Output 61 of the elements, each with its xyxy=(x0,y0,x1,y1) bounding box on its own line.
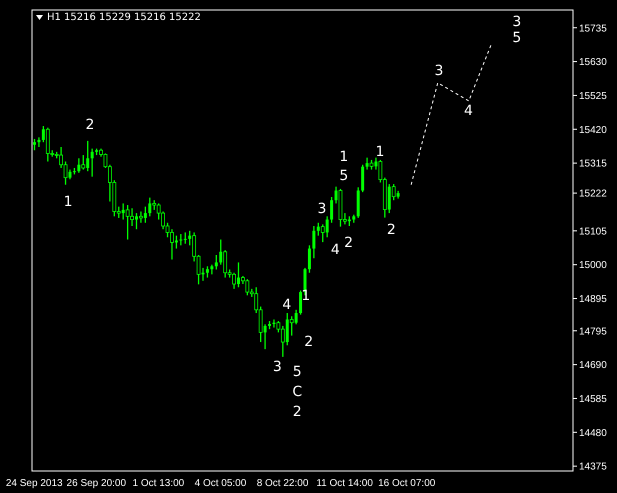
annotation: 2 xyxy=(303,333,314,351)
annotation: 2 xyxy=(386,221,397,239)
annotation: 5 xyxy=(292,363,303,381)
y-tick-label: 15000 xyxy=(579,260,608,272)
y-tick-label: 14795 xyxy=(579,326,608,338)
x-tick-label: 1 Oct 13:00 xyxy=(132,478,185,490)
annotation: 2 xyxy=(292,403,303,421)
y-tick-label: 15525 xyxy=(579,90,608,102)
y-tick-label: 15222 xyxy=(579,188,608,200)
x-tick-label: 8 Oct 22:00 xyxy=(256,478,309,490)
annotation: C xyxy=(291,383,304,401)
candlestick xyxy=(81,154,86,170)
candlestick xyxy=(370,159,374,170)
annotation: 4 xyxy=(462,102,474,120)
annotation: 3 xyxy=(316,200,328,218)
y-tick-label: 14480 xyxy=(579,428,608,439)
candlestick xyxy=(361,164,364,193)
annotation: 4 xyxy=(330,241,341,259)
annotation: 1 xyxy=(62,193,74,211)
annotation: 5 xyxy=(338,167,350,185)
candlestick xyxy=(152,200,156,211)
candlestick xyxy=(126,204,130,240)
annotation: 2 xyxy=(84,116,96,134)
annotation: 3 xyxy=(433,62,444,80)
x-tick-label: 11 Oct 14:00 xyxy=(316,478,374,490)
candlestick xyxy=(184,232,187,244)
y-tick-label: 14375 xyxy=(579,462,608,473)
y-tick-label: 15735 xyxy=(579,23,608,34)
chart-title: H1 15216 15229 15216 15222 xyxy=(47,12,201,23)
x-tick-label: 4 Oct 05:00 xyxy=(194,478,247,490)
candlestick xyxy=(308,244,311,274)
candlestick xyxy=(223,250,228,278)
y-tick-label: 15105 xyxy=(579,226,608,238)
candlestick xyxy=(33,138,36,151)
annotation: 2 xyxy=(343,234,354,252)
annotation: 3 xyxy=(511,13,522,31)
y-tick-label: 15315 xyxy=(579,158,608,170)
annotation: 5 xyxy=(511,29,522,47)
candlestick xyxy=(206,266,209,278)
y-tick-label: 14690 xyxy=(579,360,608,372)
candlestick xyxy=(245,278,250,296)
annotation: 1 xyxy=(300,287,312,305)
y-tick-label: 14585 xyxy=(579,394,608,406)
candlestick xyxy=(312,225,316,259)
y-tick-label: 14895 xyxy=(579,294,608,306)
annotation: 4 xyxy=(281,296,292,314)
annotation: 1 xyxy=(338,148,350,166)
line-series xyxy=(410,44,492,186)
annotation: 3 xyxy=(272,358,283,376)
y-tick-label: 15420 xyxy=(579,124,608,136)
candlestick xyxy=(320,224,325,243)
candlestick xyxy=(299,290,302,316)
candlestick xyxy=(330,196,334,224)
x-tick-label: 24 Sep 2013 xyxy=(6,478,64,490)
candlestick xyxy=(214,254,218,270)
candlestick xyxy=(90,148,94,178)
annotation: 1 xyxy=(374,143,386,161)
y-tick-label: 15630 xyxy=(579,57,608,68)
candlestick xyxy=(139,210,143,224)
x-tick-label: 16 Oct 07:00 xyxy=(378,478,436,490)
x-tick-label: 26 Sep 20:00 xyxy=(66,478,126,490)
